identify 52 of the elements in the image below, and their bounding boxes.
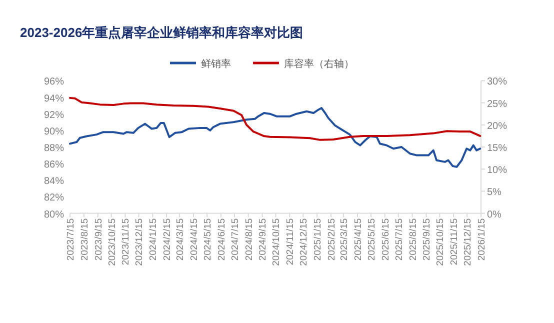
y-tick-label: 92% — [44, 110, 64, 121]
y-tick-label: 84% — [44, 176, 64, 188]
line-series — [69, 107, 482, 168]
x-tick-label: 2025/6/15 — [380, 218, 392, 261]
x-tick-label: 2025/4/15 — [352, 218, 364, 261]
y2-tick-label: 5% — [487, 187, 502, 198]
x-tick-label: 2025/5/15 — [366, 218, 378, 261]
y-tick-label: 96% — [44, 76, 64, 88]
y-tick-label: 80% — [44, 209, 64, 220]
x-tick-label: 2025/7/15 — [394, 218, 405, 261]
legend-label: 库容率（右轴） — [284, 58, 354, 70]
x-tick-label: 2024/12/15 — [298, 218, 310, 266]
x-tick-label: 2025/8/15 — [408, 218, 419, 261]
x-tick-label: 2024/1/15 — [148, 218, 160, 261]
x-tick-label: 2025/10/15 — [435, 218, 446, 266]
y-tick-label: 90% — [44, 126, 64, 138]
x-tick-label: 2024/4/15 — [189, 218, 200, 261]
x-tick-label: 2024/7/15 — [230, 218, 241, 261]
x-tick-label: 2023/11/15 — [120, 218, 132, 266]
x-tick-label: 2024/2/15 — [162, 218, 174, 261]
y2-tick-label: 20% — [487, 120, 508, 132]
x-tick-label: 2025/9/15 — [422, 218, 433, 261]
y2-tick-label: 15% — [487, 143, 508, 154]
x-tick-label: 2023/10/15 — [106, 218, 118, 266]
x-tick-label: 2024/10/15 — [271, 218, 282, 266]
line-series — [69, 96, 482, 141]
y-tick-label: 94% — [44, 93, 64, 104]
x-tick-label: 2023/12/15 — [134, 218, 146, 266]
x-tick-label: 2025/1/15 — [312, 218, 324, 261]
chart-title: 2023-2026年重点屠宰企业鲜销率和库容率对比图 — [20, 25, 304, 40]
x-tick-label: 2026/1/15 — [476, 218, 488, 261]
x-tick-label: 2025/12/15 — [462, 218, 474, 266]
x-tick-label: 2024/8/15 — [244, 218, 255, 261]
x-tick-label: 2025/11/15 — [449, 218, 460, 266]
y2-tick-label: 30% — [487, 76, 508, 88]
y2-tick-label: 10% — [487, 165, 508, 176]
y2-tick-label: 0% — [487, 209, 502, 220]
x-tick-label: 2025/2/15 — [326, 218, 338, 261]
x-tick-label: 2024/5/15 — [202, 218, 214, 261]
x-tick-label: 2024/9/15 — [258, 218, 269, 261]
x-tick-label: 2024/6/15 — [216, 218, 228, 261]
x-tick-label: 2024/3/15 — [175, 218, 186, 261]
y2-tick-label: 25% — [487, 98, 508, 110]
legend-label: 鲜销率 — [201, 58, 231, 70]
y-tick-label: 82% — [44, 192, 64, 204]
x-tick-label: 2023/9/15 — [93, 218, 104, 261]
x-tick-label: 2024/11/15 — [285, 218, 296, 266]
y-tick-label: 88% — [44, 143, 64, 154]
x-tick-label: 2023/7/15 — [66, 218, 76, 261]
y-tick-label: 86% — [44, 160, 64, 171]
x-tick-label: 2023/8/15 — [79, 218, 90, 261]
x-tick-label: 2025/3/15 — [339, 218, 350, 261]
